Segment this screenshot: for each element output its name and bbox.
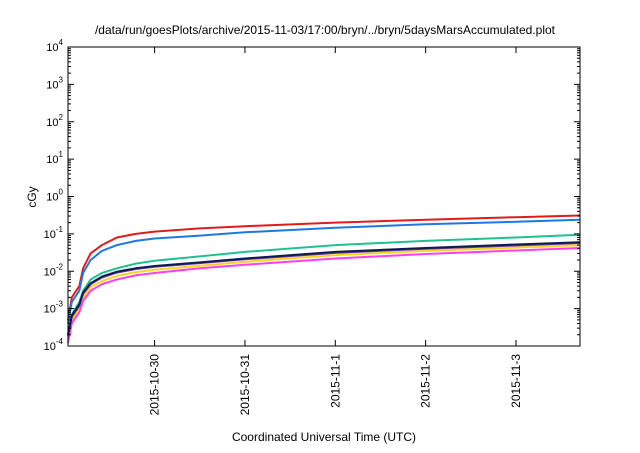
y-tick-label: 102 bbox=[46, 113, 63, 129]
x-axis-label: Coordinated Universal Time (UTC) bbox=[232, 430, 416, 444]
plot-frame bbox=[67, 46, 581, 347]
y-tick-base: 10 bbox=[46, 117, 58, 129]
chart-title: /data/run/goesPlots/archive/2015-11-03/1… bbox=[95, 23, 556, 37]
x-tick-label: 2015-11-3 bbox=[509, 354, 523, 408]
y-tick-exponent: -2 bbox=[56, 262, 64, 271]
x-tick-label: 2015-10-30 bbox=[148, 354, 162, 416]
y-tick-base: 10 bbox=[44, 229, 56, 241]
series-line-6 bbox=[67, 242, 581, 337]
y-tick-label: 100 bbox=[46, 188, 63, 204]
y-tick-label: 103 bbox=[46, 75, 63, 91]
x-tick-label: 2015-11-2 bbox=[419, 354, 433, 408]
series-line-3 bbox=[67, 233, 581, 335]
x-tick-label: 2015-10-31 bbox=[238, 354, 252, 416]
y-tick-exponent: 2 bbox=[59, 113, 64, 122]
y-tick-exponent: 0 bbox=[59, 188, 64, 197]
y-axis-label: cGy bbox=[25, 186, 39, 207]
y-tick-label: 10-1 bbox=[44, 225, 64, 241]
y-tick-label: 101 bbox=[46, 150, 63, 166]
y-tick-exponent: -4 bbox=[56, 337, 64, 346]
series-layer bbox=[67, 214, 581, 344]
y-tick-base: 10 bbox=[46, 154, 58, 166]
y-tick-base: 10 bbox=[44, 341, 56, 353]
series-line-7 bbox=[67, 241, 581, 335]
y-tick-label: 10-4 bbox=[44, 337, 64, 353]
y-tick-base: 10 bbox=[46, 42, 58, 54]
y-tick-exponent: 1 bbox=[59, 150, 64, 159]
y-tick-base: 10 bbox=[46, 192, 58, 204]
y-tick-exponent: 3 bbox=[59, 75, 64, 84]
series-line-2 bbox=[67, 218, 581, 324]
y-tick-base: 10 bbox=[44, 304, 56, 316]
y-tick-label: 10-3 bbox=[44, 300, 64, 316]
y-tick-exponent: -3 bbox=[56, 300, 64, 309]
y-tick-base: 10 bbox=[46, 79, 58, 91]
series-line-5 bbox=[67, 247, 581, 344]
y-tick-exponent: -1 bbox=[56, 225, 64, 234]
y-tick-base: 10 bbox=[44, 266, 56, 278]
y-tick-exponent: 4 bbox=[59, 38, 64, 47]
y-tick-label: 104 bbox=[46, 38, 63, 54]
x-tick-label: 2015-11-1 bbox=[328, 354, 342, 408]
y-tick-label: 10-2 bbox=[44, 262, 64, 278]
x-axis: 2015-10-30 2015-10-31 2015-11-1 2015-11-2 20… bbox=[148, 47, 523, 415]
